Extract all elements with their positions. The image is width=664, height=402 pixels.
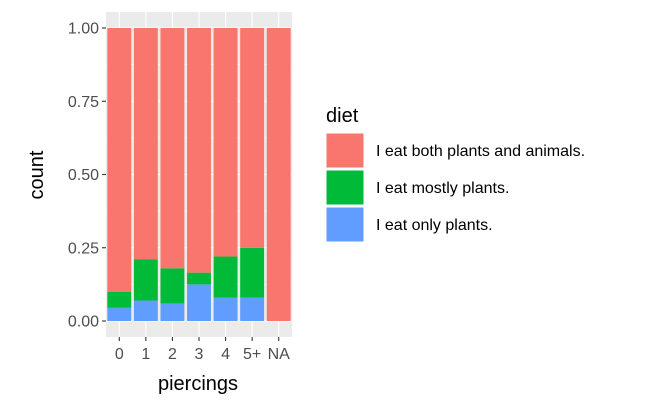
legend-label: I eat both plants and animals. [376, 143, 585, 160]
legend-key [325, 132, 365, 169]
legend: diet I eat both plants and animals. I eat… [325, 105, 585, 243]
bar-segment [240, 247, 265, 298]
bar-segment [107, 307, 132, 321]
x-axis-title: piercings [158, 373, 238, 395]
legend-label: I eat only plants. [376, 217, 493, 234]
legend-title: diet [326, 105, 359, 127]
bar-segment [107, 291, 132, 308]
y-tick-label: 0.00 [68, 314, 99, 331]
bar-segment [213, 28, 238, 257]
bar-segment [240, 28, 265, 248]
x-tick-label: 0 [115, 346, 124, 363]
bars [107, 28, 291, 321]
bar-segment [187, 28, 211, 273]
bar-segment [187, 284, 211, 321]
legend-key [325, 169, 365, 206]
bar-segment [107, 28, 132, 292]
bar-segment [266, 28, 291, 321]
bar-segment [133, 300, 158, 321]
y-tick-label: 1.00 [68, 21, 99, 38]
bar-segment [187, 272, 211, 285]
bar-segment [213, 297, 238, 321]
bar-segment [133, 259, 158, 301]
bar-segment [213, 256, 238, 298]
x-tick-label: 1 [141, 346, 150, 363]
x-axis: 0 1 2 3 4 5+ NA [115, 337, 290, 363]
bar-segment [160, 303, 185, 321]
legend-key [325, 206, 365, 243]
y-axis: 0.00 0.25 0.50 0.75 1.00 [68, 21, 106, 331]
y-tick-label: 0.25 [68, 240, 99, 257]
x-tick-label: NA [268, 346, 291, 363]
x-tick-label: 4 [221, 346, 230, 363]
x-tick-label: 5+ [243, 346, 261, 363]
bar-segment [160, 28, 185, 269]
legend-label: I eat mostly plants. [376, 180, 509, 197]
y-axis-title: count [26, 150, 48, 199]
x-tick-label: 3 [195, 346, 204, 363]
y-tick-label: 0.75 [68, 94, 99, 111]
bar-segment [160, 268, 185, 304]
y-tick-label: 0.50 [68, 167, 99, 184]
x-tick-label: 2 [168, 346, 177, 363]
bar-segment [133, 28, 158, 260]
bar-segment [240, 297, 265, 321]
